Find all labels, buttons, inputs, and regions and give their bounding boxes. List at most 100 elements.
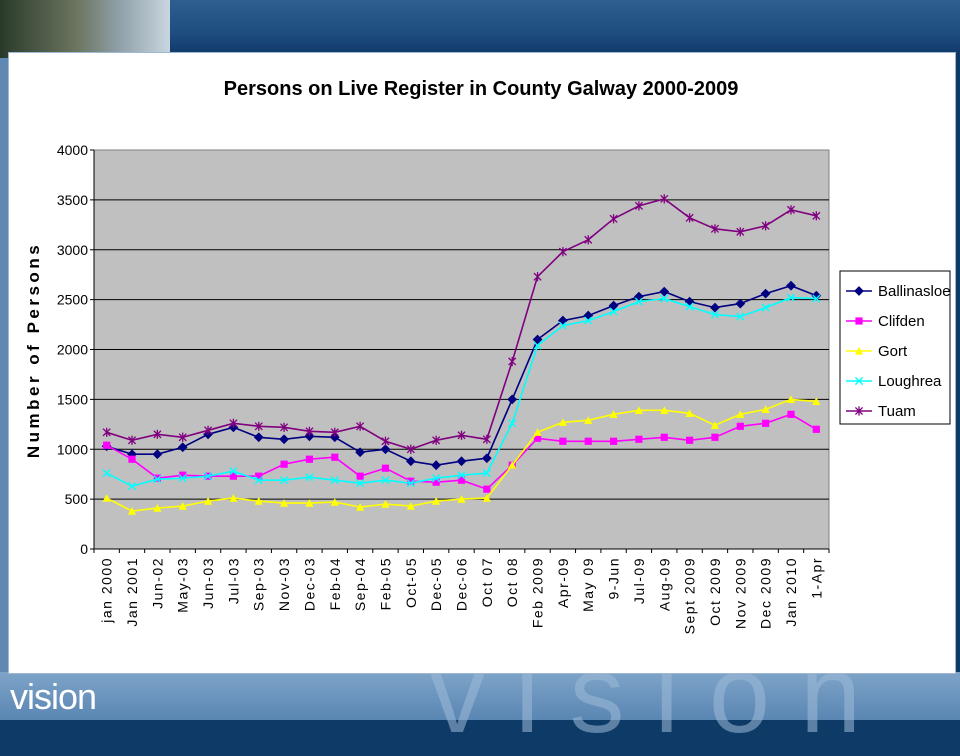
point-marker	[127, 482, 137, 491]
point-marker	[457, 476, 466, 484]
point-marker	[660, 406, 669, 414]
chart-frame: Persons on Live Register in County Galwa…	[8, 52, 956, 674]
legend-box	[839, 270, 951, 425]
point-marker	[406, 444, 415, 454]
x-tick-label: Dec-05	[428, 557, 444, 611]
point-marker	[736, 410, 745, 418]
point-marker	[405, 456, 416, 467]
legend-item-gort: Gort	[846, 343, 908, 360]
point-marker	[127, 506, 137, 515]
slide-footer-band	[0, 672, 960, 720]
point-marker	[736, 227, 745, 237]
series-loughrea	[102, 293, 821, 491]
point-marker	[432, 435, 441, 445]
x-tick-label: Nov-03	[276, 557, 292, 611]
point-marker	[381, 436, 390, 446]
point-marker	[102, 494, 111, 502]
x-tick-label: Jul-09	[631, 557, 647, 604]
point-marker	[710, 302, 720, 313]
point-marker	[786, 293, 796, 302]
point-marker	[407, 477, 415, 485]
point-marker	[128, 455, 136, 463]
point-marker	[406, 479, 415, 488]
slide-left-band	[0, 58, 8, 678]
point-marker	[660, 433, 668, 441]
x-tick-label: 1-Apr	[808, 557, 824, 599]
point-marker	[634, 297, 644, 306]
point-marker	[229, 494, 238, 502]
point-marker	[559, 437, 567, 445]
point-marker	[508, 419, 517, 428]
point-marker	[457, 430, 466, 440]
point-marker	[203, 425, 213, 435]
point-marker	[432, 478, 440, 486]
legend-item-ballinasloe: Ballinasloe	[846, 283, 951, 300]
point-marker	[787, 410, 795, 418]
point-marker	[406, 502, 415, 510]
point-marker	[483, 485, 491, 493]
point-marker	[102, 469, 111, 478]
point-marker	[178, 502, 187, 510]
point-marker	[356, 503, 365, 511]
legend-label: Loughrea	[878, 373, 942, 390]
point-marker	[380, 444, 391, 455]
point-marker	[736, 422, 744, 430]
x-tick-label: Jun-03	[200, 557, 216, 609]
point-marker	[812, 294, 821, 303]
point-marker	[431, 460, 442, 471]
point-marker	[854, 346, 864, 355]
point-marker	[482, 494, 491, 502]
y-tick-label: 4000	[57, 142, 88, 158]
point-marker	[558, 418, 567, 426]
point-marker	[786, 280, 796, 291]
series-tuam	[102, 194, 821, 454]
point-marker	[381, 500, 390, 508]
x-axis-ticks: jan 2000 Jan 2001 Jun-02 May-03 Jun-03 Jul-03…	[93, 549, 830, 634]
point-marker	[152, 449, 163, 460]
point-marker	[508, 461, 517, 469]
point-marker	[355, 447, 366, 458]
x-tick-label: Jan 2001	[124, 557, 140, 627]
point-marker	[609, 214, 618, 224]
point-marker	[482, 469, 491, 478]
point-marker	[761, 405, 770, 413]
x-tick-label: May-03	[175, 557, 191, 613]
point-marker	[203, 497, 213, 505]
point-marker	[508, 356, 517, 367]
x-tick-label: Oct 2009	[707, 557, 723, 626]
legend-item-loughrea: Loughrea	[846, 373, 942, 390]
point-marker	[584, 316, 593, 325]
point-marker	[854, 376, 864, 386]
point-marker	[760, 288, 771, 299]
point-marker	[533, 434, 542, 442]
point-marker	[279, 499, 289, 507]
point-marker	[710, 224, 720, 234]
point-marker	[330, 427, 339, 437]
y-tick-label: 3000	[57, 242, 88, 258]
point-marker	[356, 421, 365, 431]
legend-label: Ballinasloe	[878, 283, 951, 300]
point-marker	[279, 476, 289, 485]
x-tick-label: Apr-09	[555, 557, 571, 608]
point-marker	[609, 307, 618, 316]
point-marker	[533, 428, 542, 436]
point-marker	[812, 211, 821, 221]
point-marker	[179, 471, 187, 479]
point-marker	[685, 409, 694, 417]
point-marker	[711, 433, 719, 441]
point-marker	[685, 213, 694, 223]
legend-item-clifden: Clifden	[846, 313, 925, 330]
x-tick-label: Dec 2009	[758, 557, 774, 629]
point-marker	[761, 303, 770, 312]
y-axis-ticks: 0 500 1000 1500 2000 2500 3000 3500 4000	[57, 142, 94, 557]
point-marker	[279, 434, 289, 445]
point-marker	[229, 418, 238, 428]
point-marker	[660, 194, 669, 204]
point-marker	[254, 476, 263, 485]
point-marker	[280, 422, 289, 432]
point-marker	[686, 436, 694, 444]
header-photo	[0, 0, 170, 58]
point-marker	[280, 460, 288, 468]
y-tick-label: 1000	[57, 441, 88, 457]
point-marker	[356, 472, 364, 480]
